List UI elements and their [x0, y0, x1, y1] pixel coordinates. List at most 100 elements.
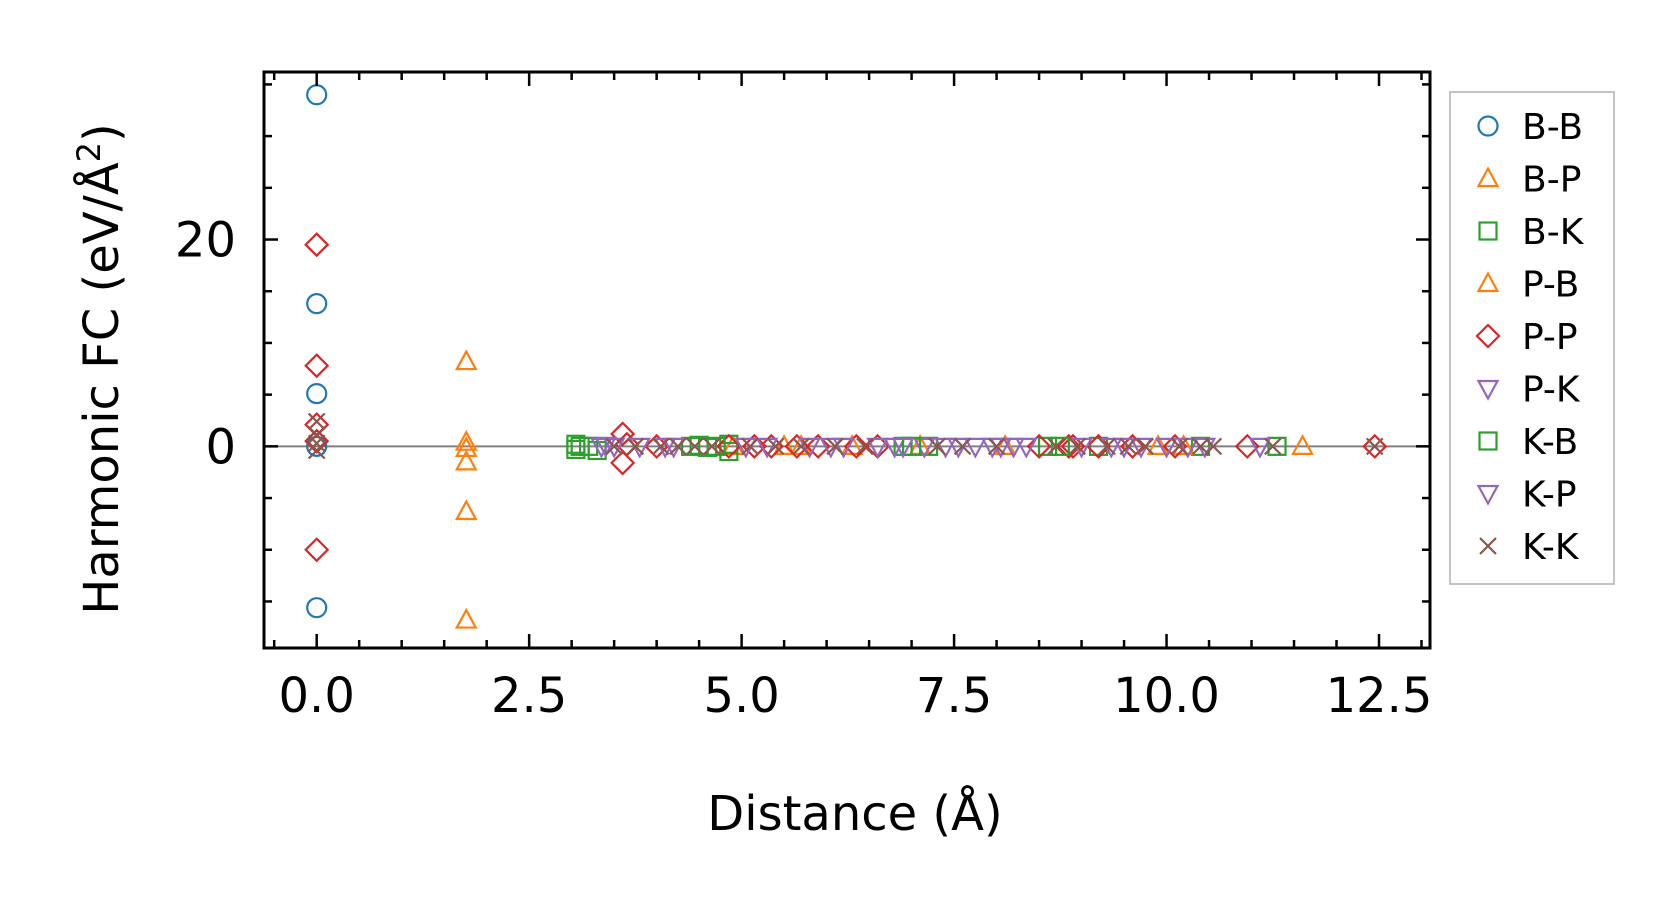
legend-label: K-K: [1522, 527, 1580, 568]
data-point: [1267, 436, 1287, 456]
legend-marker: [1479, 537, 1497, 555]
data-point: [1098, 437, 1116, 456]
x-tick-label: 2.5: [491, 668, 567, 724]
x-axis-label: Distance (Å): [707, 785, 1002, 842]
data-point: [1119, 437, 1138, 456]
x-tick-label: 7.5: [916, 668, 992, 724]
legend-marker: [1475, 323, 1501, 349]
data-point: [1191, 437, 1210, 456]
data-point: [1204, 437, 1223, 456]
data-point: [454, 436, 478, 458]
data-point: [570, 436, 590, 456]
data-point: [307, 412, 326, 431]
data-point: [1234, 433, 1260, 459]
x-tick-label: 5.0: [703, 668, 779, 724]
data-point: [304, 232, 330, 258]
x-tick-label: 10.0: [1113, 668, 1220, 724]
data-point: [454, 349, 478, 371]
data-point: [669, 437, 687, 456]
series-b-b: [306, 84, 328, 619]
plot-frame: [262, 70, 1432, 650]
data-point: [454, 449, 478, 471]
legend-label: B-K: [1522, 212, 1585, 253]
data-point: [792, 437, 810, 456]
data-point: [304, 412, 330, 438]
data-point: [1047, 437, 1065, 456]
series-p-p: [304, 232, 1388, 563]
y-axis-label-superscript: 2: [70, 142, 108, 162]
data-point: [1026, 433, 1052, 459]
data-point: [626, 437, 645, 456]
data-point: [856, 437, 874, 456]
data-point: [1170, 437, 1189, 456]
data-point: [1155, 437, 1178, 459]
data-point: [304, 428, 330, 454]
plot-area: [264, 84, 1430, 629]
legend-entry: K-K: [1479, 527, 1580, 568]
data-point: [307, 426, 326, 444]
data-point: [307, 434, 326, 453]
legend-entry: K-P: [1476, 475, 1577, 516]
legend-label: B-P: [1522, 160, 1581, 201]
legend-entry: B-K: [1478, 212, 1585, 253]
data-point: [987, 437, 1006, 456]
legend-marker: [1476, 166, 1500, 188]
data-point: [1068, 437, 1087, 456]
data-point: [963, 437, 987, 459]
data-point: [826, 437, 844, 456]
data-point: [304, 537, 330, 563]
legend-label: P-B: [1522, 265, 1579, 306]
x-tick-label: 12.5: [1326, 668, 1433, 724]
data-point: [304, 353, 330, 379]
data-point: [594, 436, 617, 458]
y-axis-label-main: Harmonic FC (eV/Å: [73, 162, 130, 615]
legend: B-B B-P B-K P-B P-P P-K K-B K-P K-K: [1449, 91, 1615, 585]
legend-marker: [1476, 379, 1500, 401]
legend-box: [1449, 91, 1615, 585]
data-point: [306, 597, 328, 619]
data-point: [1362, 433, 1388, 459]
data-point: [454, 607, 478, 629]
legend-entry: P-P: [1475, 317, 1578, 358]
legend-marker: [1476, 271, 1500, 293]
data-point: [454, 499, 478, 521]
legend-marker: [1476, 484, 1500, 506]
data-point: [1002, 437, 1025, 459]
data-point: [306, 84, 328, 106]
data-point: [1291, 434, 1314, 455]
data-point: [716, 433, 742, 459]
legend-label: P-P: [1522, 317, 1578, 358]
legend-entry: P-B: [1476, 265, 1579, 306]
data-point: [703, 437, 721, 456]
data-point: [610, 450, 636, 476]
legend-entry: P-K: [1476, 370, 1581, 411]
data-point: [686, 437, 704, 456]
legend-marker: [1477, 115, 1499, 137]
series-k-k: [307, 412, 1384, 460]
data-point: [891, 437, 915, 459]
y-axis-label-close: ): [74, 123, 130, 142]
data-point: [652, 437, 670, 456]
data-point: [928, 437, 946, 456]
data-point: [306, 293, 328, 315]
data-point: [605, 437, 623, 456]
data-point: [805, 433, 831, 459]
data-point: [307, 441, 326, 460]
y-tick-label: 0: [205, 419, 236, 475]
legend-marker: [1478, 431, 1498, 451]
data-point: [1014, 437, 1038, 459]
data-point: [1136, 437, 1155, 456]
data-point: [1050, 436, 1070, 456]
legend-marker: [1478, 221, 1498, 241]
data-point: [741, 437, 759, 456]
data-point: [719, 441, 739, 462]
data-point: [866, 437, 889, 459]
data-point: [706, 436, 726, 456]
data-point: [1264, 437, 1282, 456]
legend-entry: K-B: [1478, 422, 1578, 463]
data-point: [766, 437, 785, 456]
data-point: [306, 383, 328, 405]
legend-label: K-P: [1522, 475, 1577, 516]
data-point: [1248, 437, 1272, 459]
